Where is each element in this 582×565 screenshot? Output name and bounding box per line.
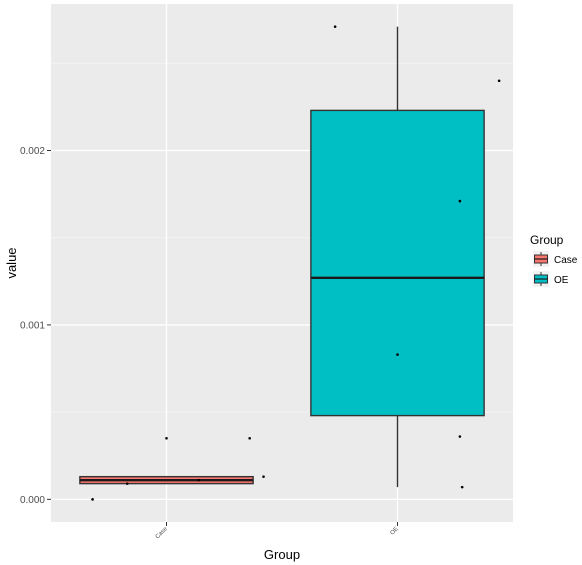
x-tick-label: Case [155,526,170,541]
data-point [165,436,168,440]
data-point [497,79,501,83]
data-point [125,482,129,485]
data-point [262,475,265,478]
data-point [248,436,251,440]
data-point [458,435,462,438]
data-point [91,498,94,501]
y-tick-label: 0.002 [20,146,45,157]
y-axis-ticks: 0.000 0.001 0.002 [20,146,51,506]
whiskers [396,26,399,488]
y-axis-title: value [4,247,19,278]
data-point [458,199,462,203]
box-oe [310,109,485,417]
x-axis-ticks: Case OE [155,522,400,540]
data-point [396,353,399,356]
legend-label: Case [554,255,578,266]
y-tick-label: 0.000 [20,495,45,506]
x-tick-label: OE [390,526,400,536]
legend: Group Case OE [530,233,578,287]
legend-label: OE [554,275,569,286]
y-tick-label: 0.001 [20,320,45,331]
data-point [333,25,337,28]
boxes [79,109,485,485]
data-points [91,25,501,501]
x-axis-title: Group [264,547,300,562]
data-point [197,478,201,482]
legend-title: Group [530,233,564,247]
data-point [460,485,464,489]
